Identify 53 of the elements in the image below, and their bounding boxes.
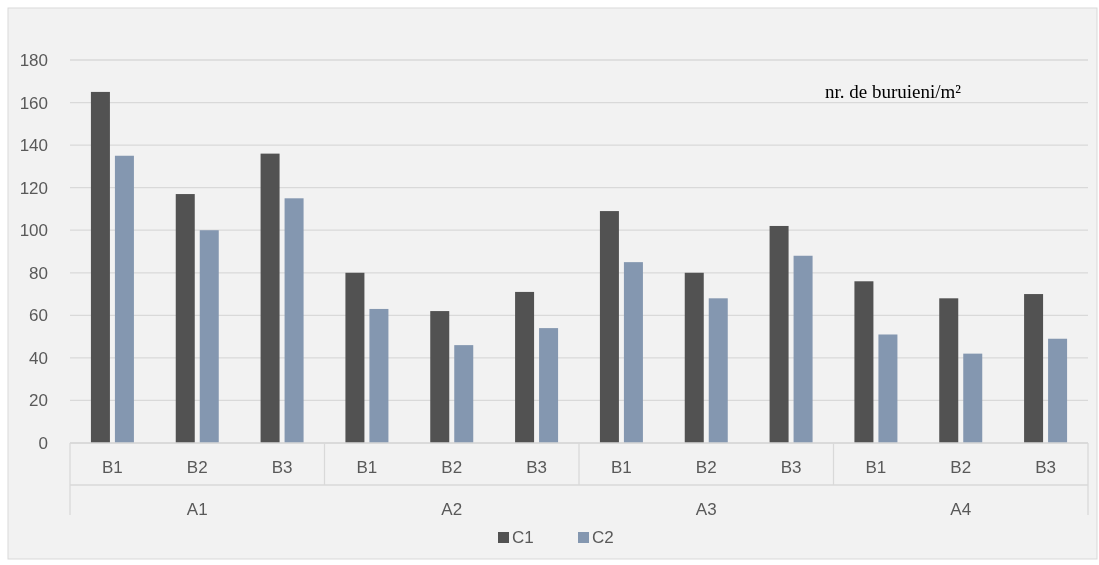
x-tick-label: B3 [1035,458,1056,477]
y-axis-title: nr. de buruieni/m² [825,81,962,102]
bar [939,298,959,443]
x-tick-label: B2 [950,458,972,477]
bar [854,281,874,443]
bar [284,198,304,443]
bar [90,91,110,443]
bar [515,291,535,443]
legend-label: C2 [592,528,614,547]
bar [369,308,389,443]
bar [114,155,134,443]
y-tick-label: 100 [19,221,48,241]
y-tick-label: 0 [38,433,48,453]
y-tick-label: 80 [29,263,48,283]
bar [684,272,704,443]
y-tick-label: 140 [19,136,48,156]
bar [623,262,643,443]
x-tick-label: B2 [186,458,208,477]
x-tick-label: B1 [865,458,887,477]
bar [539,328,559,443]
bar [1048,338,1068,443]
text: A2 [441,500,463,519]
bar [599,211,619,443]
y-tick-label: 160 [19,93,48,113]
y-tick-label: 120 [19,178,48,198]
x-tick-label: B1 [611,458,632,477]
y-tick-label: 180 [19,50,48,70]
text: A3 [695,500,717,519]
bar [708,298,728,443]
x-tick-label: B3 [526,458,547,477]
x-tick-label: B1 [102,458,123,477]
bar [793,255,813,443]
x-tick-label: B3 [271,458,293,477]
bar [175,194,195,443]
legend-label: C1 [512,528,534,547]
bar [769,225,789,443]
bar [454,345,474,443]
bar [199,230,219,443]
x-tick-label: B3 [780,458,802,477]
x-tick-label: B2 [695,458,717,477]
bar [963,353,983,443]
y-tick-label: 40 [29,348,48,368]
bar [1024,294,1044,443]
y-tick-label: 60 [29,306,48,326]
bar [878,334,898,443]
x-tick-label: B2 [441,458,463,477]
bar [345,272,365,443]
bar [430,311,450,443]
y-tick-label: 20 [29,391,48,411]
text: A4 [950,500,972,519]
text: A1 [186,500,208,519]
bar [260,153,280,443]
x-tick-label: B1 [356,458,378,477]
